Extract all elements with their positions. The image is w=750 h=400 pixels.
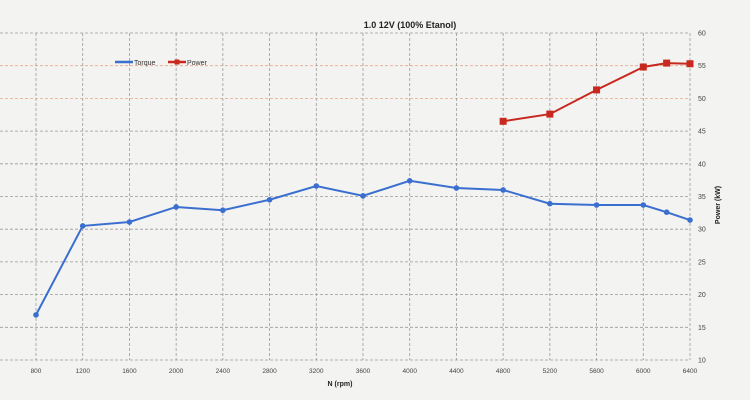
y-tick-label: 55 bbox=[698, 63, 706, 70]
series-line-power bbox=[502, 62, 691, 123]
torque-point bbox=[79, 223, 86, 229]
torque-point bbox=[173, 204, 179, 210]
power-point bbox=[593, 86, 601, 94]
power-point bbox=[663, 59, 671, 67]
tick-labels: 10 15 20 25 30 35 40 45 50 55 60 800 1200 1600 2000 240… bbox=[31, 31, 706, 376]
x-tick-label: 5200 bbox=[543, 368, 558, 375]
torque-point bbox=[640, 202, 647, 208]
x-tick-label: 1600 bbox=[122, 368, 137, 375]
x-tick-label: 4400 bbox=[449, 368, 464, 375]
x-tick-label: 6400 bbox=[683, 368, 698, 375]
power-point bbox=[639, 63, 647, 71]
torque-point bbox=[453, 185, 460, 191]
series-line-torque bbox=[35, 179, 691, 316]
y-tick-label: 50 bbox=[698, 96, 706, 103]
power-point bbox=[499, 117, 507, 125]
legend-power-marker bbox=[174, 59, 180, 65]
legend: Torque Power bbox=[115, 59, 208, 67]
x-tick-label: 3600 bbox=[356, 368, 371, 375]
x-tick-label: 4000 bbox=[402, 368, 417, 375]
y-tick-label: 25 bbox=[698, 259, 706, 266]
x-tick-label: 800 bbox=[31, 368, 42, 375]
x-axis-label: N (rpm) bbox=[328, 381, 353, 388]
y-tick-label: 35 bbox=[698, 194, 706, 201]
series-layer bbox=[33, 59, 694, 318]
y-tick-label: 20 bbox=[698, 292, 706, 299]
x-tick-label: 3200 bbox=[309, 368, 324, 375]
legend-power-label: Power bbox=[187, 60, 208, 67]
x-tick-label: 2000 bbox=[169, 368, 184, 375]
torque-point bbox=[360, 193, 366, 199]
chart-title: 1.0 12V (100% Etanol) bbox=[364, 20, 457, 30]
grid bbox=[0, 32, 691, 361]
x-tick-label: 6000 bbox=[636, 368, 651, 375]
y-tick-label: 60 bbox=[698, 31, 706, 38]
x-tick-label: 2400 bbox=[216, 368, 231, 375]
torque-point bbox=[547, 200, 553, 207]
torque-point bbox=[126, 219, 133, 225]
y-tick-label: 10 bbox=[698, 358, 706, 365]
power-point bbox=[686, 60, 694, 68]
torque-point bbox=[266, 196, 273, 203]
x-tick-label: 4800 bbox=[496, 368, 511, 375]
torque-point bbox=[500, 187, 506, 193]
y-tick-label: 40 bbox=[698, 161, 706, 168]
y-axis-label: Power (kW) bbox=[715, 186, 722, 224]
torque-point bbox=[220, 207, 226, 214]
y-tick-label: 15 bbox=[698, 325, 706, 332]
legend-torque-label: Torque bbox=[134, 60, 156, 67]
y-tick-label: 30 bbox=[698, 227, 706, 234]
torque-point bbox=[663, 209, 670, 215]
power-point bbox=[546, 110, 554, 118]
torque-point bbox=[406, 178, 413, 184]
x-tick-label: 1200 bbox=[75, 368, 90, 375]
torque-point bbox=[33, 312, 39, 318]
torque-point bbox=[313, 183, 320, 189]
x-tick-label: 5600 bbox=[589, 368, 604, 375]
y-tick-label: 45 bbox=[698, 129, 706, 136]
torque-point bbox=[687, 217, 693, 223]
x-tick-label: 2800 bbox=[262, 368, 277, 375]
torque-point bbox=[593, 202, 600, 208]
